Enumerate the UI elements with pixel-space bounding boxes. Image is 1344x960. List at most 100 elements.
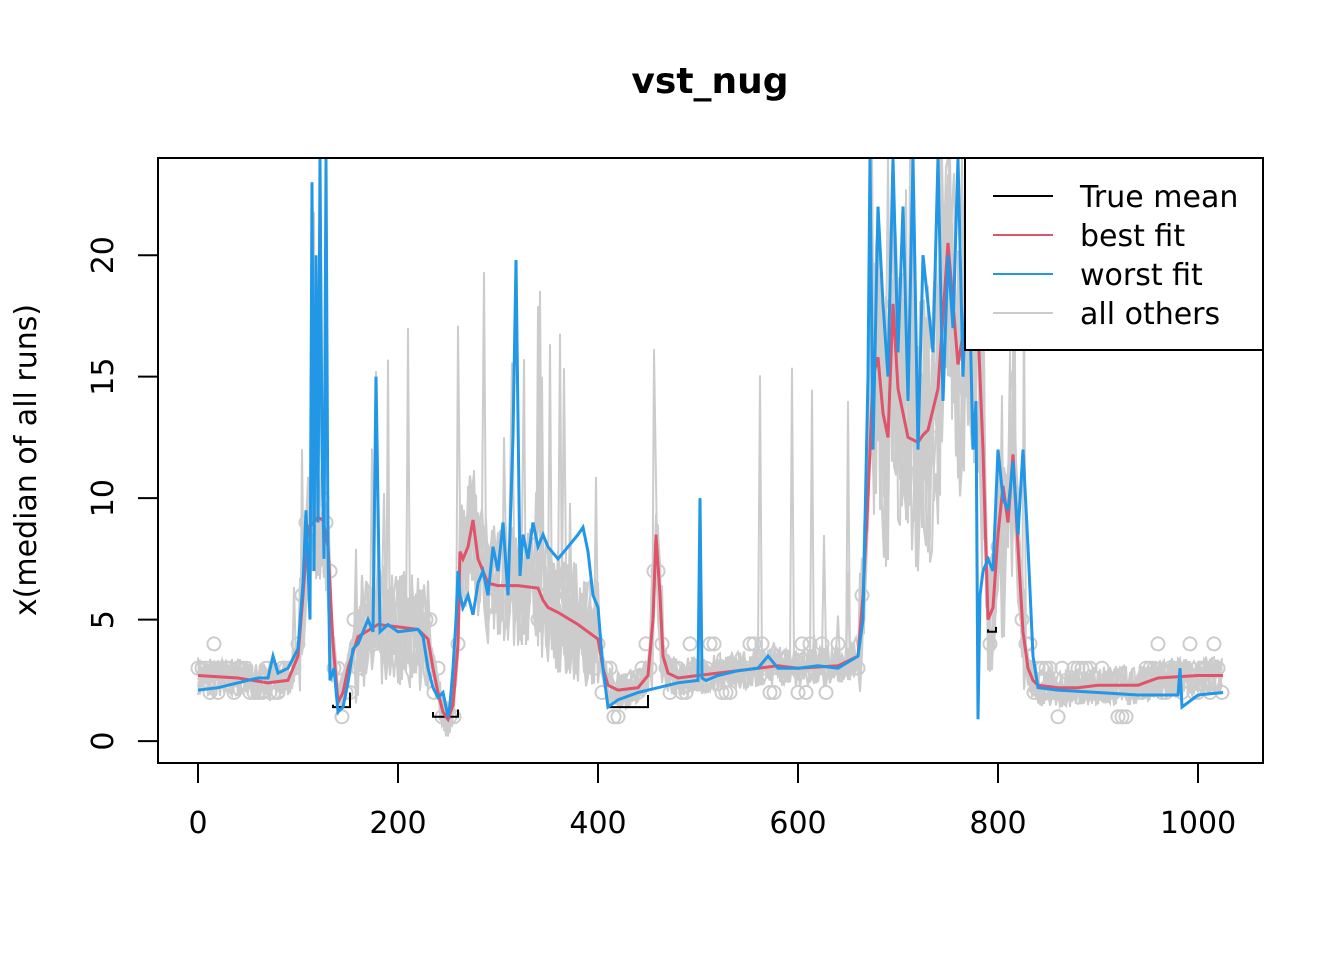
others-point <box>746 636 762 652</box>
others-point <box>706 636 722 652</box>
others-point <box>582 612 598 628</box>
others-point <box>594 685 610 700</box>
others-point <box>238 660 254 676</box>
others-point <box>714 685 730 700</box>
others-point <box>830 636 846 652</box>
others-point <box>562 636 578 652</box>
others-point <box>330 660 346 676</box>
others-point <box>818 685 834 700</box>
others-point <box>682 636 698 652</box>
others-point <box>394 636 410 652</box>
others-point <box>1058 685 1074 700</box>
chart-title: vst_nug <box>631 61 788 102</box>
others-point <box>1182 636 1198 652</box>
others-point <box>1138 660 1154 676</box>
others-point <box>210 685 226 700</box>
others-point <box>1154 685 1170 700</box>
others-point <box>402 612 418 628</box>
others-point <box>262 685 278 700</box>
others-point <box>346 612 362 628</box>
others-point <box>926 417 942 433</box>
others-point <box>1110 709 1126 725</box>
others-point <box>674 685 690 700</box>
others-point <box>266 685 282 700</box>
others-point <box>1026 685 1042 700</box>
others-point <box>702 636 718 652</box>
others-point <box>846 660 862 676</box>
others-point <box>1114 709 1130 725</box>
others-point <box>638 636 654 652</box>
others-point <box>542 587 558 603</box>
others-point <box>246 685 262 700</box>
x-tick-label: 800 <box>969 806 1026 841</box>
y-tick-label: 0 <box>86 732 121 751</box>
others-point <box>718 685 734 700</box>
others-point <box>814 636 830 652</box>
x-tick-label: 600 <box>769 806 826 841</box>
others-point <box>610 709 626 725</box>
series-true-mean <box>987 626 997 633</box>
others-point <box>606 709 622 725</box>
x-tick-label: 1000 <box>1160 806 1236 841</box>
others-point <box>334 709 350 725</box>
others-point <box>982 636 998 652</box>
others-point <box>530 612 546 628</box>
others-point <box>754 636 770 652</box>
others-point <box>418 612 434 628</box>
others-point <box>1158 685 1174 700</box>
x-axis: 0 200 400 600 800 1000 <box>188 762 1236 841</box>
others-point <box>1170 660 1186 676</box>
y-tick-label: 5 <box>86 610 121 629</box>
series-worst-fit <box>197 157 1224 720</box>
others-point <box>670 660 686 676</box>
y-tick-label: 20 <box>86 236 121 274</box>
legend-label: best fit <box>1080 219 1185 254</box>
others-point <box>234 660 250 676</box>
x-tick-label: 400 <box>569 806 626 841</box>
others-point <box>270 685 286 700</box>
others-point <box>1142 660 1158 676</box>
others-point <box>422 612 438 628</box>
others-point <box>226 685 242 700</box>
others-point <box>190 660 206 676</box>
y-tick-label: 15 <box>86 358 121 396</box>
others-point <box>214 660 230 676</box>
others-point <box>202 685 218 700</box>
others-point <box>230 660 246 676</box>
legend-label: all others <box>1080 297 1220 332</box>
legend-box <box>964 157 1264 351</box>
others-point <box>798 685 814 700</box>
x-tick-label: 200 <box>369 806 426 841</box>
others-point <box>1162 660 1178 676</box>
legend-label: worst fit <box>1080 258 1203 293</box>
y-tick-label: 10 <box>86 479 121 517</box>
others-point <box>1118 709 1134 725</box>
others-point <box>722 685 738 700</box>
others-point <box>390 636 406 652</box>
others-point <box>1074 660 1090 676</box>
others-point <box>206 636 222 652</box>
others-point <box>794 636 810 652</box>
others-point <box>1206 636 1222 652</box>
others-point <box>762 685 778 700</box>
x-tick-label: 0 <box>188 806 207 841</box>
others-point <box>1078 660 1094 676</box>
others-point <box>730 660 746 676</box>
others-point <box>1094 660 1110 676</box>
others-point <box>546 587 562 603</box>
others-point <box>1050 709 1066 725</box>
others-point <box>790 685 806 700</box>
legend: True mean best fit worst fit all others <box>964 157 1264 351</box>
others-point <box>498 587 514 603</box>
others-point <box>850 660 866 676</box>
others-point <box>1150 636 1166 652</box>
others-point <box>766 685 782 700</box>
others-point <box>1146 660 1162 676</box>
others-point <box>386 636 402 652</box>
series-lines <box>197 157 1224 723</box>
y-axis-label: x(median of all runs) <box>9 304 44 616</box>
legend-label: True mean <box>1079 180 1238 215</box>
others-run-line <box>197 157 1223 721</box>
others-point <box>678 685 694 700</box>
